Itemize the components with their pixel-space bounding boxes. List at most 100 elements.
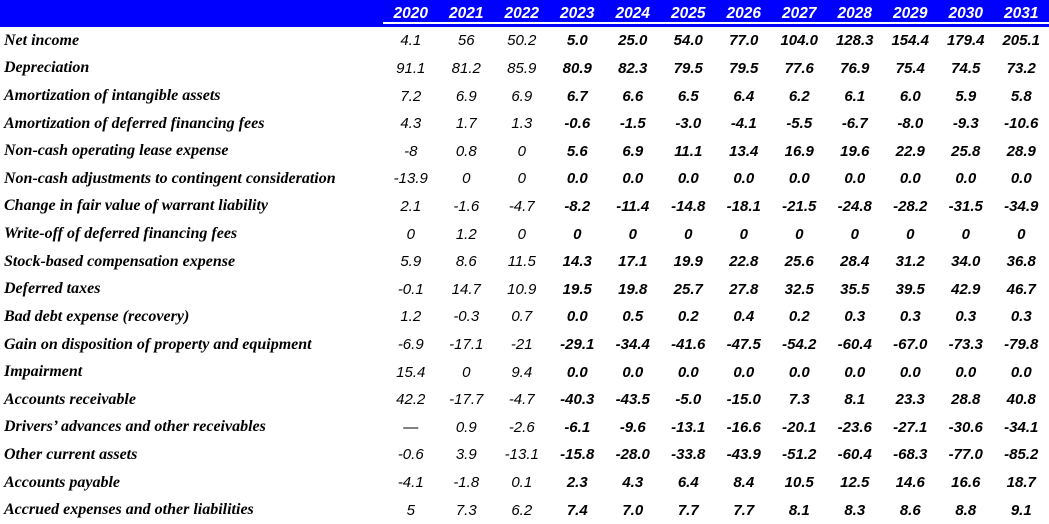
table-header-row: 2020 2021 2022 2023 2024 2025 2026 2027 2028 2029…	[0, 0, 1049, 27]
value-cell: 54.0	[673, 32, 703, 50]
value-cell: -60.4	[837, 336, 872, 353]
value-cell: 154.4	[891, 32, 930, 50]
value-cell: 10.5	[784, 474, 814, 492]
year-header-2028: 2028	[837, 4, 872, 22]
value-cell: 0	[961, 225, 970, 243]
value-cell: 6.9	[511, 87, 533, 105]
value-cell: -43.9	[726, 446, 761, 464]
value-cell: -47.5	[726, 336, 761, 353]
value-cell: 0.0	[844, 363, 866, 381]
value-cell: -10.6	[1004, 115, 1039, 133]
value-cell: 22.9	[895, 142, 925, 160]
value-cell: -16.6	[726, 418, 761, 436]
row-label: Deferred taxes	[4, 280, 101, 298]
value-cell: -77.0	[948, 446, 983, 464]
table-row: Drivers’ advances and other receivables —…	[0, 414, 1049, 442]
value-cell: -68.3	[893, 446, 928, 464]
value-cell: 25.7	[673, 280, 703, 298]
value-cell: 0.0	[788, 170, 810, 188]
value-cell: 5.0	[566, 32, 588, 50]
year-header-2025: 2025	[671, 4, 706, 22]
value-cell: 9.4	[511, 363, 533, 381]
value-cell: 8.6	[899, 501, 921, 519]
value-cell: -8.0	[897, 115, 924, 133]
value-cell: 10.9	[507, 280, 537, 298]
value-cell: 2.1	[400, 197, 422, 215]
value-cell: 8.3	[844, 501, 866, 519]
value-cell: 6.1	[844, 87, 866, 105]
value-cell: 6.5	[677, 87, 699, 105]
value-cell: 1.2	[400, 308, 422, 326]
value-cell: 205.1	[1002, 32, 1041, 50]
value-cell: 0.0	[955, 170, 977, 188]
year-header-2020: 2020	[393, 4, 428, 22]
value-cell: -6.9	[397, 336, 424, 353]
value-cell: 0.3	[844, 308, 866, 326]
value-cell: 0.1	[511, 474, 533, 492]
value-cell: 0.4	[733, 308, 755, 326]
row-label: Stock-based compensation expense	[4, 252, 236, 270]
value-cell: -8.2	[564, 197, 591, 215]
value-cell: 19.9	[673, 253, 703, 271]
value-cell: -21.5	[782, 197, 817, 215]
value-cell: 19.8	[618, 280, 648, 298]
value-cell: 3.9	[455, 446, 477, 464]
value-cell: 25.6	[784, 253, 814, 271]
value-cell: 0	[462, 170, 471, 188]
value-cell: 0.0	[677, 363, 699, 381]
year-header-2029: 2029	[893, 4, 928, 22]
value-cell: -5.5	[786, 115, 813, 133]
table-row: Other current assets -0.6 3.9 -13.1 -15.8 -28…	[0, 441, 1049, 469]
table-row: Gain on disposition of property and equi…	[0, 331, 1049, 359]
value-cell: 46.7	[1006, 280, 1036, 298]
value-cell: 79.5	[729, 59, 759, 77]
value-cell: -40.3	[560, 391, 595, 409]
value-cell: -67.0	[893, 336, 928, 353]
value-cell: 0.0	[1010, 170, 1032, 188]
value-cell: -9.6	[619, 418, 646, 436]
value-cell: 4.1	[400, 32, 422, 50]
table-row: Accounts receivable 42.2 -17.7 -4.7 -40.3 -43…	[0, 386, 1049, 414]
year-header-2024: 2024	[615, 4, 650, 22]
value-cell: -73.3	[948, 336, 983, 353]
value-cell: 1.7	[455, 115, 477, 133]
value-cell: 0.0	[733, 363, 755, 381]
value-cell: -15.8	[560, 446, 595, 464]
value-cell: -0.6	[397, 446, 424, 464]
value-cell: 39.5	[895, 280, 925, 298]
value-cell: 19.6	[840, 142, 870, 160]
value-cell: 28.9	[1006, 142, 1036, 160]
value-cell: -30.6	[948, 418, 983, 436]
value-cell: 16.6	[951, 474, 981, 492]
year-header-2026: 2026	[726, 4, 761, 22]
value-cell: 0.0	[622, 170, 644, 188]
value-cell: 17.1	[618, 253, 648, 271]
value-cell: -13.1	[504, 446, 539, 464]
value-cell: 7.7	[677, 501, 699, 519]
value-cell: 0.0	[1010, 363, 1032, 381]
value-cell: 5.8	[1010, 87, 1032, 105]
value-cell: 6.9	[455, 87, 477, 105]
row-label: Bad debt expense (recovery)	[4, 307, 190, 325]
value-cell: 81.2	[451, 59, 481, 77]
value-cell: 0.0	[844, 170, 866, 188]
value-cell: -15.0	[726, 391, 761, 409]
value-cell: 25.8	[951, 142, 981, 160]
value-cell: 7.7	[733, 501, 755, 519]
value-cell: -13.9	[393, 170, 428, 188]
row-label: Net income	[4, 31, 80, 49]
row-label: Accounts receivable	[4, 390, 136, 408]
value-cell: -0.6	[564, 115, 591, 133]
table-row: Depreciation 91.1 81.2 85.9 80.9 82.3 79.5 79.5…	[0, 55, 1049, 83]
value-cell: -14.8	[671, 197, 706, 215]
value-cell: -1.6	[453, 197, 480, 215]
value-cell: 85.9	[507, 59, 537, 77]
value-cell: 11.1	[674, 142, 703, 160]
row-label: Drivers’ advances and other receivables	[4, 418, 266, 436]
value-cell: 179.4	[946, 32, 985, 50]
value-cell: 42.9	[951, 280, 981, 298]
value-cell: -5.0	[675, 391, 702, 409]
value-cell: -31.5	[948, 197, 983, 215]
value-cell: 32.5	[784, 280, 814, 298]
